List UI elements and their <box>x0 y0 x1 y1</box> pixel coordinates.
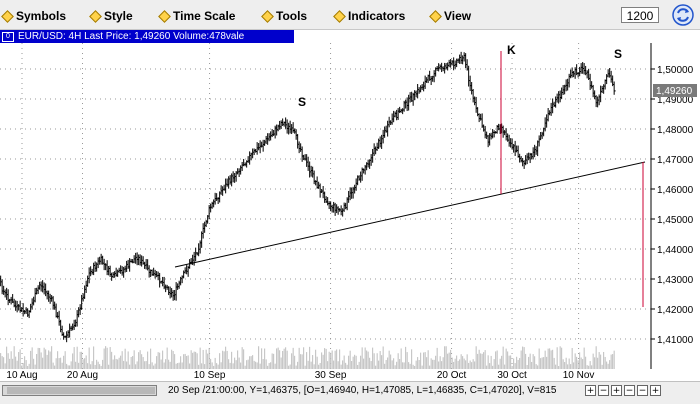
y-tick-label: 1,50000 <box>657 65 694 76</box>
zoom-out-icon[interactable]: − <box>598 385 609 396</box>
diamond-icon <box>1 9 14 23</box>
y-tick-label: 1,42000 <box>657 305 694 316</box>
y-tick-label: 1,47000 <box>657 155 694 166</box>
price-label: 1,49260 <box>656 86 693 97</box>
zoom-in-icon[interactable]: + <box>650 385 661 396</box>
refresh-button[interactable] <box>672 4 694 26</box>
annotation-s-right: S <box>614 47 622 61</box>
chart-header: 0 EUR/USD: 4H Last Price: 1,49260 Volume… <box>0 30 294 43</box>
diamond-icon <box>333 9 346 23</box>
zoom-out-icon[interactable]: − <box>637 385 648 396</box>
menu-bar: Symbols Style Time Scale Tools Indicator… <box>0 0 700 30</box>
y-tick-label: 1,49000 <box>657 95 694 106</box>
trendline[interactable] <box>174 161 646 268</box>
scrollbar[interactable] <box>2 385 157 396</box>
menu-tools[interactable]: Tools <box>261 8 307 24</box>
y-tick-label: 1,44000 <box>657 245 694 256</box>
diamond-icon <box>89 9 102 23</box>
menu-symbols[interactable]: Symbols <box>1 8 66 24</box>
interval-input[interactable]: 1200 <box>621 7 659 23</box>
price-bars <box>0 51 616 343</box>
x-tick-label: 10 Aug <box>6 370 37 381</box>
price-label-box <box>653 84 697 97</box>
y-tick-label: 1,43000 <box>657 275 694 286</box>
scrollbar-thumb[interactable] <box>7 387 155 394</box>
x-tick-label: 10 Nov <box>563 370 595 381</box>
zoom-out-icon[interactable]: − <box>624 385 635 396</box>
y-tick-label: 1,41000 <box>657 335 694 346</box>
refresh-icon <box>672 4 694 26</box>
status-text: 20 Sep /21:00:00, Y=1,46375, [O=1,46940,… <box>168 385 557 396</box>
menu-indicators[interactable]: Indicators <box>333 8 405 24</box>
diamond-icon <box>261 9 274 23</box>
price-chart[interactable]: 1,50000 1,49000 1,48000 1,47000 1,46000 1,450… <box>0 43 700 381</box>
volume-bars <box>0 346 615 369</box>
y-tick-label: 1,46000 <box>657 185 694 196</box>
menu-time-scale[interactable]: Time Scale <box>158 8 235 24</box>
status-bar: 20 Sep /21:00:00, Y=1,46375, [O=1,46940,… <box>0 381 700 404</box>
chart-title: EUR/USD: 4H Last Price: 1,49260 Volume:4… <box>18 31 245 42</box>
x-tick-label: 10 Sep <box>194 370 226 381</box>
menu-style[interactable]: Style <box>89 8 133 24</box>
y-tick-label: 1,48000 <box>657 125 694 136</box>
zoom-in-icon[interactable]: + <box>585 385 596 396</box>
x-tick-label: 30 Sep <box>315 370 347 381</box>
window-icon[interactable]: 0 <box>2 32 14 42</box>
diamond-icon <box>158 9 171 23</box>
zoom-in-icon[interactable]: + <box>611 385 622 396</box>
x-tick-label: 20 Aug <box>67 370 98 381</box>
annotation-k: K <box>507 43 516 57</box>
x-tick-label: 20 Oct <box>437 370 467 381</box>
x-axis: 10 Aug 20 Aug 10 Sep 30 Sep 20 Oct 30 Oct 10 N… <box>6 370 594 381</box>
menu-view[interactable]: View <box>429 8 471 24</box>
y-axis: 1,50000 1,49000 1,48000 1,47000 1,46000 1,450… <box>651 65 694 346</box>
x-tick-label: 30 Oct <box>497 370 527 381</box>
chart-grid <box>0 43 651 369</box>
annotation-s-left: S <box>298 95 306 109</box>
diamond-icon <box>429 9 442 23</box>
y-tick-label: 1,45000 <box>657 215 694 226</box>
